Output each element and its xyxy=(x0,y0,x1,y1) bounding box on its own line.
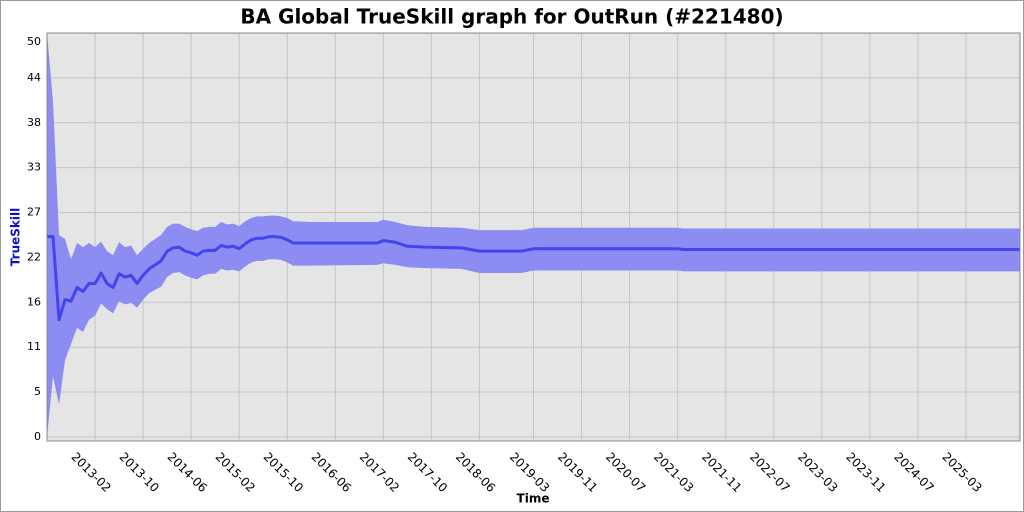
y-tick-label: 11 xyxy=(27,340,41,353)
y-tick-label: 33 xyxy=(27,161,41,174)
x-axis-label: Time xyxy=(517,492,550,506)
plot-border xyxy=(46,32,1021,442)
confidence-band xyxy=(47,33,1020,437)
y-tick-label: 38 xyxy=(27,116,41,129)
y-tick-label: 27 xyxy=(27,206,41,219)
y-tick-label: 16 xyxy=(27,295,41,308)
y-tick-label: 44 xyxy=(27,71,41,84)
y-axis-label: TrueSkill xyxy=(9,208,23,266)
y-tick-label: 22 xyxy=(27,250,41,263)
y-tick-label: 50 xyxy=(27,35,41,48)
y-tick-label: 0 xyxy=(34,430,41,443)
y-tick-label: 5 xyxy=(34,385,41,398)
chart-title: BA Global TrueSkill graph for OutRun (#2… xyxy=(240,5,783,29)
trueskill-line xyxy=(47,235,1020,322)
